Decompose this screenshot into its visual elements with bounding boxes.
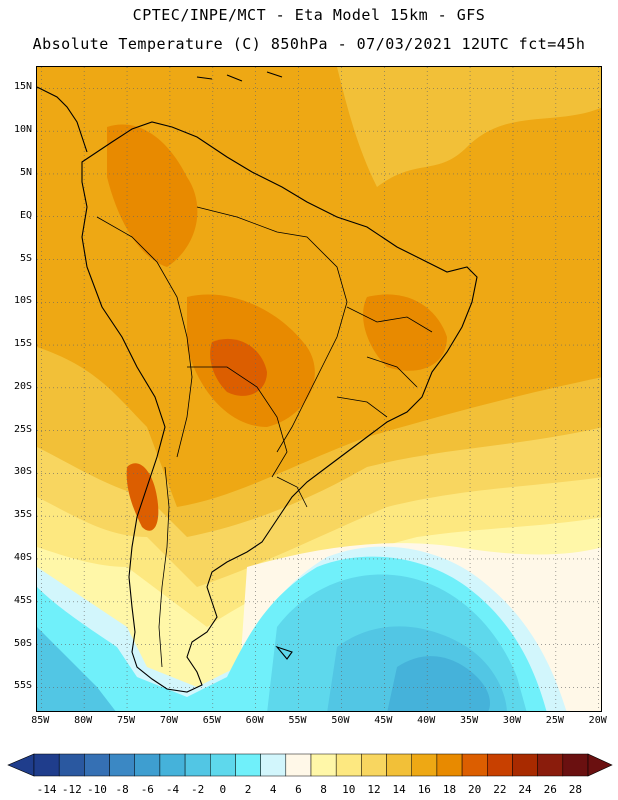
caribbean-islands	[196, 71, 283, 82]
lat-tick-label: 20S	[13, 380, 32, 392]
lon-tick-label: 65W	[202, 715, 221, 726]
colorbar-tick-label: 6	[295, 783, 302, 796]
colorbar-tick-label: 20	[468, 783, 482, 796]
temperature-map	[36, 66, 602, 712]
central-america-coastline	[37, 86, 88, 153]
colorbar-tick-label: 16	[417, 783, 431, 796]
colorbar-swatch	[436, 753, 463, 777]
colorbar-swatch	[134, 753, 161, 777]
lon-tick-label: 30W	[502, 715, 521, 726]
field-cold-deep	[37, 626, 507, 711]
lon-tick-label: 60W	[245, 715, 264, 726]
lat-tick-label: 40S	[13, 551, 32, 563]
lon-tick-label: 85W	[31, 715, 50, 726]
lat-tick-label: 35S	[13, 509, 32, 521]
colorbar-tick-label: 4	[269, 783, 277, 796]
lat-tick-label: 45S	[13, 594, 32, 606]
colorbar-swatch	[210, 753, 236, 777]
lon-tick-label: 20W	[588, 715, 607, 726]
colorbar-swatch	[109, 753, 135, 777]
lon-tick-label: 45W	[374, 715, 393, 726]
lat-tick-label: 15N	[13, 81, 32, 93]
colorbar-tick-label: -8	[115, 783, 129, 796]
chart-subtitle: Absolute Temperature (C) 850hPa - 07/03/…	[32, 35, 586, 53]
colorbar-swatch	[537, 753, 564, 777]
field-hot-argentina	[126, 463, 159, 531]
lon-tick-label: 70W	[159, 715, 178, 726]
colorbar-swatch	[335, 753, 362, 777]
field-very-hot-core	[210, 338, 267, 396]
border-argentina-chile	[158, 466, 170, 668]
colorbar-min-arrow	[7, 753, 35, 777]
colorbar-tick-label: 14	[392, 783, 406, 796]
colorbar-tick-label: 0	[219, 783, 227, 796]
colorbar-swatch	[562, 753, 589, 777]
colorbar-tick-label: 2	[244, 783, 252, 796]
colorbar-swatch	[411, 753, 438, 777]
coastlines	[37, 71, 478, 693]
field-warm-atlantic-north	[337, 67, 601, 187]
colorbar-swatch	[487, 753, 513, 777]
colorbar-swatch	[361, 753, 387, 777]
country-borders	[96, 206, 433, 668]
colorbar-swatch	[184, 753, 211, 777]
colorbar-swatch	[58, 753, 85, 777]
lat-tick-label: EQ	[19, 209, 32, 221]
lon-tick-label: 75W	[117, 715, 136, 726]
border-bolivia-paraguay	[187, 366, 288, 478]
colorbar-max-arrow	[587, 753, 613, 777]
colorbar-swatch	[260, 753, 287, 777]
colorbar-tick-label: 12	[367, 783, 381, 796]
colorbar-swatch	[310, 753, 337, 777]
lat-tick-label: 10N	[13, 124, 32, 136]
lon-tick-label: 55W	[288, 715, 307, 726]
chart-title: CPTEC/INPE/MCT - Eta Model 15km - GFS	[132, 6, 486, 24]
colorbar-tick-label: -4	[165, 783, 180, 796]
colorbar-swatch	[235, 753, 261, 777]
lon-tick-label: 50W	[331, 715, 350, 726]
field-cold-core	[387, 656, 490, 711]
border-andean	[96, 216, 193, 458]
colorbar-tick-label: -2	[191, 783, 205, 796]
colorbar-tick-label: 22	[493, 783, 507, 796]
colorbar-tick-label: -10	[87, 783, 107, 796]
lat-tick-label: 5S	[19, 252, 32, 264]
colorbar-tick-label: -12	[61, 783, 82, 796]
colorbar-swatch	[159, 753, 186, 777]
colorbar	[7, 753, 613, 777]
colorbar-swatch	[84, 753, 110, 777]
lon-tick-label: 25W	[545, 715, 564, 726]
colorbar-swatch	[285, 753, 312, 777]
south-america-coastline	[81, 121, 478, 693]
colorbar-swatch	[461, 753, 488, 777]
field-hot-andes-north	[107, 124, 198, 267]
colorbar-swatch	[33, 753, 60, 777]
border-brazil-states	[336, 306, 433, 418]
colorbar-tick-label: 26	[543, 783, 557, 796]
colorbar-tick-label: 10	[342, 783, 356, 796]
lat-tick-label: 25S	[13, 423, 32, 435]
border-brazil-west	[196, 206, 348, 453]
colorbar-swatch	[512, 753, 538, 777]
falkland-islands	[275, 645, 293, 660]
colorbar-tick-label: 18	[442, 783, 457, 796]
colorbar-tick-label: -6	[140, 783, 154, 796]
lon-tick-label: 80W	[74, 715, 93, 726]
lon-tick-label: 35W	[460, 715, 479, 726]
lat-tick-label: 55S	[13, 680, 32, 692]
colorbar-swatch	[386, 753, 412, 777]
lon-tick-label: 40W	[417, 715, 436, 726]
lat-tick-label: 10S	[13, 295, 32, 307]
colorbar-tick-label: 8	[320, 783, 327, 796]
lat-tick-label: 5N	[19, 166, 32, 178]
colorbar-tick-label: -14	[36, 783, 57, 796]
border-uruguay	[276, 476, 308, 508]
colorbar-tick-label: 24	[518, 783, 532, 796]
lat-tick-label: 30S	[13, 466, 32, 478]
colorbar-tick-label: 28	[568, 783, 583, 796]
map-canvas	[37, 67, 601, 711]
lat-tick-label: 50S	[13, 637, 32, 649]
lat-tick-label: 15S	[13, 338, 32, 350]
